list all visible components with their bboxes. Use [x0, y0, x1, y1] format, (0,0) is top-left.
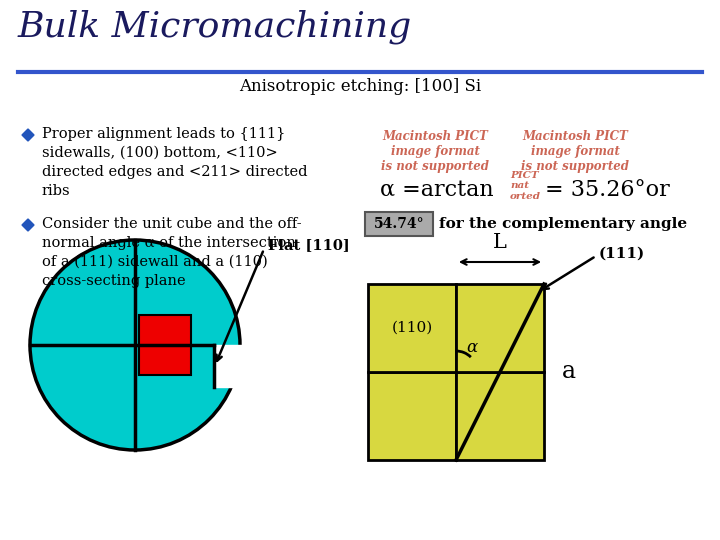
Text: L: L — [493, 233, 507, 252]
Text: Consider the unit cube and the off-
normal angle α of the intersection
of a (111: Consider the unit cube and the off- norm… — [42, 217, 302, 288]
Bar — [368, 372, 456, 460]
Bar — [368, 284, 456, 372]
Text: Proper alignment leads to {111}
sidewalls, (100) bottom, <110>
directed edges an: Proper alignment leads to {111} sidewall… — [42, 127, 307, 198]
Bar — [139, 315, 191, 375]
Text: Anisotropic etching: [100] Si: Anisotropic etching: [100] Si — [239, 78, 481, 95]
Circle shape — [30, 240, 240, 450]
Bar — [365, 212, 433, 236]
Text: for the complementary angle: for the complementary angle — [439, 217, 687, 231]
Bar — [214, 345, 246, 387]
Polygon shape — [22, 219, 34, 231]
Text: α =arctan: α =arctan — [380, 179, 494, 201]
Polygon shape — [22, 129, 34, 141]
Text: PICT
nat
orted: PICT nat orted — [510, 171, 541, 201]
Text: a: a — [562, 361, 576, 383]
Text: Bulk Micromachining: Bulk Micromachining — [18, 10, 413, 44]
Text: Flat [110]: Flat [110] — [268, 238, 350, 252]
Bar — [456, 284, 544, 372]
Bar — [456, 372, 544, 460]
Text: α: α — [466, 339, 477, 355]
Text: 54.74°: 54.74° — [374, 217, 424, 231]
Text: = 35.26°or: = 35.26°or — [545, 179, 670, 201]
Text: (110): (110) — [392, 321, 433, 335]
Text: (111): (111) — [599, 247, 645, 261]
Text: Macintosh PICT
image format
is not supported: Macintosh PICT image format is not suppo… — [381, 130, 489, 173]
Text: Macintosh PICT
image format
is not supported: Macintosh PICT image format is not suppo… — [521, 130, 629, 173]
